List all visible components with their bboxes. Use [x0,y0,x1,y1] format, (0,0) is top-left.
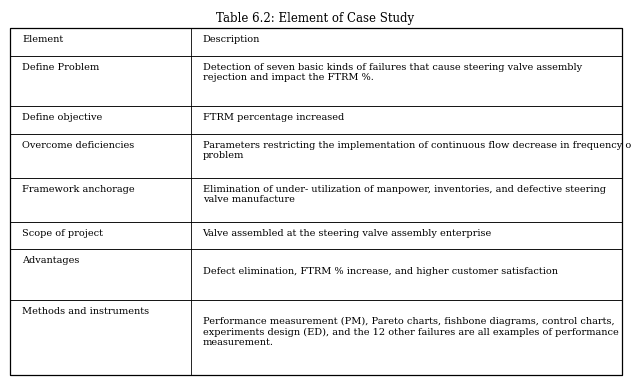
Text: Parameters restricting the implementation of continuous flow decrease in frequen: Parameters restricting the implementatio… [203,141,631,160]
Text: Table 6.2: Element of Case Study: Table 6.2: Element of Case Study [216,12,415,25]
Text: Methods and instruments: Methods and instruments [22,307,149,316]
Text: Elimination of under- utilization of manpower, inventories, and defective steeri: Elimination of under- utilization of man… [203,185,606,204]
Bar [10,249,622,300]
Text: Advantages: Advantages [22,256,80,265]
Text: Element: Element [22,35,63,44]
Bar [10,134,622,178]
Bar [10,300,622,375]
Bar [10,178,622,222]
Bar [10,55,622,106]
Text: Description: Description [203,35,260,44]
Bar [10,222,622,249]
Text: Overcome deficiencies: Overcome deficiencies [22,141,134,150]
Text: FTRM percentage increased: FTRM percentage increased [203,113,344,122]
Text: Detection of seven basic kinds of failures that cause steering valve assembly
re: Detection of seven basic kinds of failur… [203,63,582,82]
Text: Valve assembled at the steering valve assembly enterprise: Valve assembled at the steering valve as… [203,229,492,238]
Text: Framework anchorage: Framework anchorage [22,185,134,194]
Text: Define objective: Define objective [22,113,102,122]
Text: Define Problem: Define Problem [22,63,99,71]
Text: Defect elimination, FTRM % increase, and higher customer satisfaction: Defect elimination, FTRM % increase, and… [203,256,558,276]
Text: Performance measurement (PM), Pareto charts, fishbone diagrams, control charts,
: Performance measurement (PM), Pareto cha… [203,307,618,347]
Bar [10,28,622,55]
Text: Scope of project: Scope of project [22,229,103,238]
Bar [10,106,622,134]
